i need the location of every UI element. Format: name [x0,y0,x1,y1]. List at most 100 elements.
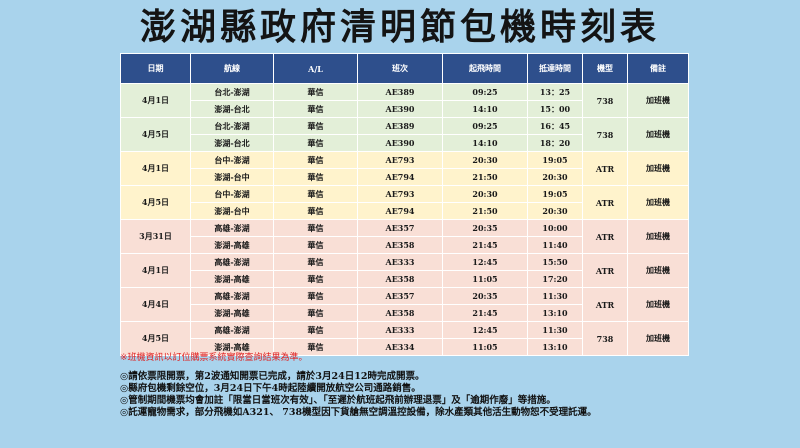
arrival-cell: 11:30 [527,321,583,339]
table-row: 4月4日 高雄-澎湖 華信 AE357 20:35 11:30 ATR 加班機 [120,287,689,322]
table-row: 4月5日 台北-澎湖 華信 AE389 09:25 16：45 738 加班機 [120,117,689,152]
flight-cell: AE357 [357,287,443,305]
airline-cell: 華信 [273,100,358,118]
date-cell: 4月5日 [120,185,191,220]
remark-cell: 加班機 [627,83,689,118]
remark-cell: 加班機 [627,253,689,288]
departure-cell: 12:45 [442,321,528,339]
date-cell: 4月1日 [120,151,191,186]
departure-cell: 14:10 [442,100,528,118]
airline-cell: 華信 [273,117,358,135]
flight-cell: AE333 [357,253,443,271]
table-row: 4月5日 高雄-澎湖 華信 AE333 12:45 11:30 738 加班機 [120,321,689,356]
table-row: 4月1日 台北-澎湖 華信 AE389 09:25 13：25 738 加班機 [120,83,689,118]
aircraft-cell: 738 [582,117,628,152]
airline-cell: 華信 [273,236,358,254]
aircraft-cell: ATR [582,185,628,220]
date-cell: 4月5日 [120,117,191,152]
airline-cell: 華信 [273,253,358,271]
arrival-cell: 19:05 [527,185,583,203]
remark-cell: 加班機 [627,287,689,322]
remark-cell: 加班機 [627,321,689,356]
aircraft-cell: ATR [582,219,628,254]
arrival-cell: 11:40 [527,236,583,254]
date-cell: 3月31日 [120,219,191,254]
route-cell: 澎湖-高雄 [190,304,274,322]
flight-cell: AE390 [357,100,443,118]
departure-cell: 20:30 [442,151,528,169]
airline-cell: 華信 [273,270,358,288]
header-departure: 起飛時間 [442,53,528,84]
note-item: ◎管制期間機票均會加註「限當日當班次有效」、「至遲於航班起飛前辦理退票」及「逾期… [120,395,556,406]
table-row: 3月31日 高雄-澎湖 華信 AE357 20:35 10:00 ATR 加班機 [120,219,689,254]
table-row: 4月1日 台中-澎湖 華信 AE793 20:30 19:05 ATR 加班機 [120,151,689,186]
airline-cell: 華信 [273,83,358,101]
flight-cell: AE358 [357,236,443,254]
route-cell: 高雄-澎湖 [190,253,274,271]
date-cell: 4月1日 [120,253,191,288]
table-row: 澎湖-台北 華信 AE390 14:10 18：20 [121,134,689,152]
flight-cell: AE390 [357,134,443,152]
arrival-cell: 15:50 [527,253,583,271]
route-cell: 台中-澎湖 [190,185,274,203]
route-cell: 高雄-澎湖 [190,321,274,339]
header-route: 航線 [190,53,274,84]
aircraft-cell: ATR [582,151,628,186]
note-item: ◎請依票限開票，第2波通知開票已完成，請於3月24日12時完成開票。 [120,371,425,382]
arrival-cell: 19:05 [527,151,583,169]
airline-cell: 華信 [273,321,358,339]
departure-cell: 20:30 [442,185,528,203]
notes-list: ◎請依票限開票，第2波通知開票已完成，請於3月24日12時完成開票。 ◎縣府包機… [120,371,720,419]
note-item: ◎縣府包機剩餘空位，3月24日下午4時起陸續開放航空公司通路銷售。 [120,383,421,394]
airline-cell: 華信 [273,202,358,220]
remark-cell: 加班機 [627,151,689,186]
table-row: 澎湖-台中 華信 AE794 21:50 20:30 [121,168,689,186]
flight-cell: AE334 [357,338,443,356]
departure-cell: 20:35 [442,219,528,237]
departure-cell: 21:50 [442,202,528,220]
arrival-cell: 13:10 [527,338,583,356]
route-cell: 澎湖-台北 [190,100,274,118]
date-cell: 4月1日 [120,83,191,118]
table-row: 4月5日 台中-澎湖 華信 AE793 20:30 19:05 ATR 加班機 [120,185,689,220]
flight-cell: AE358 [357,270,443,288]
remark-cell: 加班機 [627,185,689,220]
header-arrival: 抵達時間 [527,53,583,84]
airline-cell: 華信 [273,185,358,203]
header-flight: 班次 [357,53,443,84]
header-date: 日期 [120,53,191,84]
route-cell: 澎湖-高雄 [190,270,274,288]
arrival-cell: 13:10 [527,304,583,322]
arrival-cell: 18：20 [527,134,583,152]
flight-cell: AE358 [357,304,443,322]
route-cell: 台中-澎湖 [190,151,274,169]
departure-cell: 11:05 [442,338,528,356]
departure-cell: 14:10 [442,134,528,152]
departure-cell: 21:45 [442,304,528,322]
departure-cell: 11:05 [442,270,528,288]
airline-cell: 華信 [273,134,358,152]
departure-cell: 20:35 [442,287,528,305]
airline-cell: 華信 [273,151,358,169]
arrival-cell: 17:20 [527,270,583,288]
header-remark: 備註 [627,53,689,84]
flight-cell: AE793 [357,185,443,203]
airline-cell: 華信 [273,219,358,237]
flight-cell: AE794 [357,168,443,186]
departure-cell: 21:50 [442,168,528,186]
route-cell: 澎湖-台中 [190,202,274,220]
aircraft-cell: 738 [582,321,628,356]
departure-cell: 12:45 [442,253,528,271]
page-title: 澎湖縣政府清明節包機時刻表 [139,6,660,48]
table-row: 澎湖-高雄 華信 AE334 11:05 13:10 [121,338,689,356]
airline-cell: 華信 [273,168,358,186]
flight-cell: AE389 [357,117,443,135]
route-cell: 台北-澎湖 [190,117,274,135]
arrival-cell: 15：00 [527,100,583,118]
arrival-cell: 11:30 [527,287,583,305]
departure-cell: 09:25 [442,117,528,135]
route-cell: 澎湖-高雄 [190,236,274,254]
arrival-cell: 16：45 [527,117,583,135]
header-aircraft: 機型 [582,53,628,84]
departure-cell: 21:45 [442,236,528,254]
